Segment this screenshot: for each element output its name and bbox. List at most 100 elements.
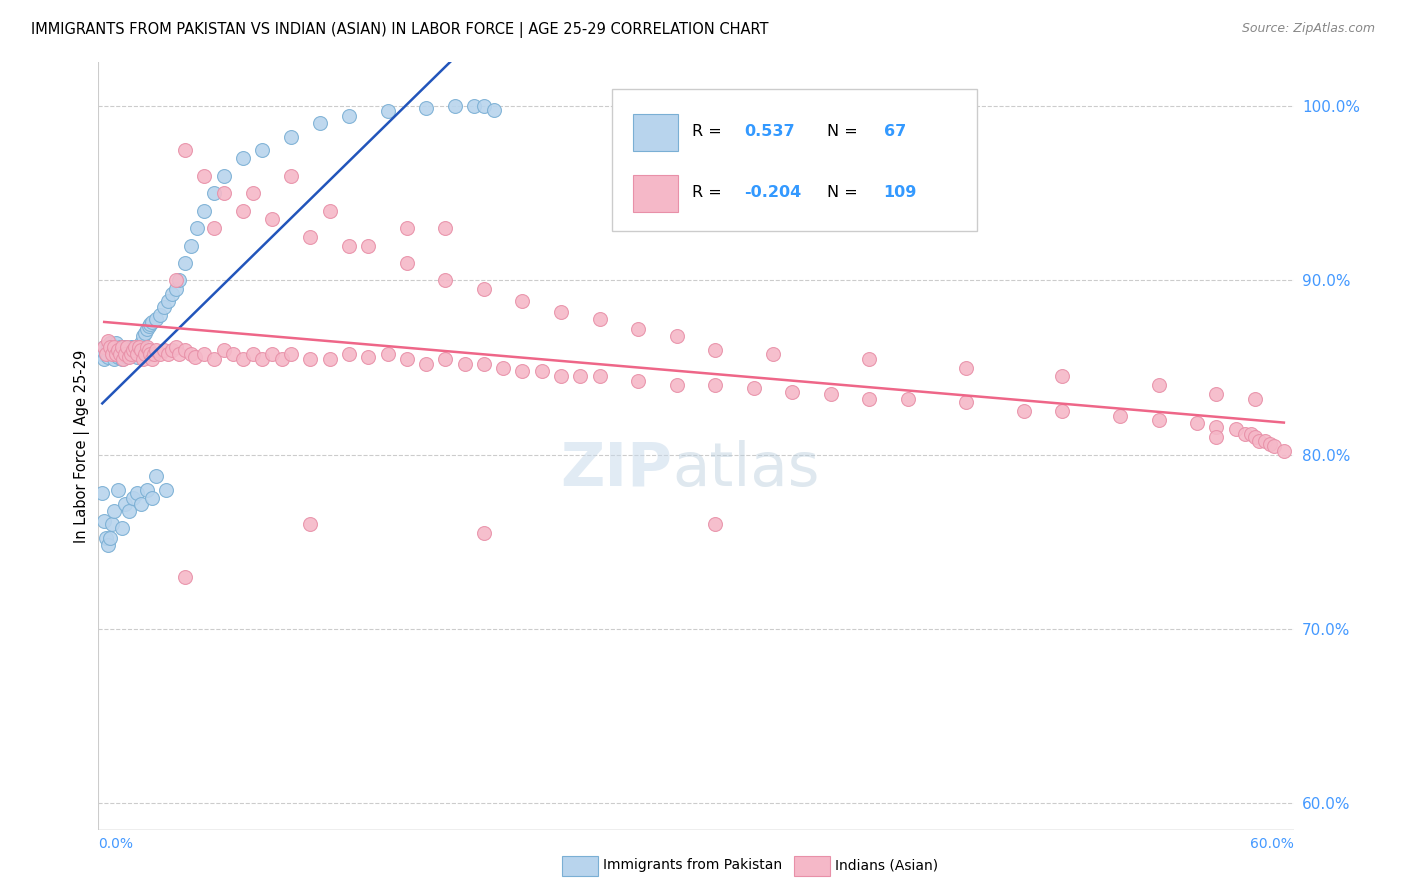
Point [112, 351, 135, 366]
FancyBboxPatch shape [633, 175, 678, 212]
Point [1225, 421, 1247, 435]
Point [156, 294, 179, 309]
Point [91, 486, 114, 500]
Point [97, 340, 120, 354]
Text: Source: ZipAtlas.com: Source: ZipAtlas.com [1241, 22, 1375, 36]
Point [93, 351, 115, 366]
Point [665, 329, 688, 343]
Text: N =: N = [827, 124, 858, 139]
Point [434, 221, 457, 235]
Point [955, 395, 977, 409]
Point [1012, 404, 1035, 418]
Point [169, 273, 191, 287]
Point [98, 343, 121, 357]
Point [665, 378, 688, 392]
Point [472, 99, 495, 113]
Point [212, 169, 235, 183]
Point [280, 130, 302, 145]
Point [627, 322, 650, 336]
Point [134, 346, 156, 360]
Point [186, 221, 208, 235]
Point [104, 336, 127, 351]
Point [122, 491, 145, 506]
Point [453, 357, 475, 371]
Point [742, 381, 765, 395]
Point [415, 101, 437, 115]
Text: IMMIGRANTS FROM PAKISTAN VS INDIAN (ASIAN) IN LABOR FORCE | AGE 25-29 CORRELATIO: IMMIGRANTS FROM PAKISTAN VS INDIAN (ASIA… [31, 22, 769, 38]
Point [108, 346, 131, 360]
Point [782, 384, 804, 399]
Text: -0.204: -0.204 [744, 186, 801, 201]
Point [132, 351, 155, 366]
Point [550, 304, 572, 318]
Point [569, 369, 592, 384]
FancyBboxPatch shape [613, 89, 977, 231]
Point [128, 340, 150, 354]
Point [1205, 419, 1227, 434]
Point [97, 538, 120, 552]
Point [337, 346, 360, 360]
Point [193, 169, 215, 183]
Point [299, 517, 322, 532]
Point [97, 334, 120, 349]
Point [512, 364, 534, 378]
Text: R =: R = [692, 186, 723, 201]
Point [112, 340, 135, 354]
Point [1050, 404, 1073, 418]
Point [118, 343, 141, 357]
Point [143, 346, 166, 360]
Text: 67: 67 [883, 124, 905, 139]
Point [124, 346, 146, 360]
Point [212, 186, 235, 201]
Text: 0.537: 0.537 [744, 124, 794, 139]
Point [1240, 426, 1263, 441]
Point [202, 221, 225, 235]
Point [110, 521, 132, 535]
Point [112, 343, 135, 357]
Point [270, 351, 292, 366]
Point [1050, 369, 1073, 384]
Point [252, 351, 274, 366]
Point [110, 351, 132, 366]
Point [128, 340, 150, 354]
Text: R =: R = [692, 124, 723, 139]
Point [114, 340, 136, 354]
Point [103, 346, 125, 360]
Point [357, 350, 380, 364]
Point [492, 360, 515, 375]
Point [212, 343, 235, 357]
Point [153, 300, 176, 314]
Point [1244, 392, 1267, 406]
Y-axis label: In Labor Force | Age 25-29: In Labor Force | Age 25-29 [75, 350, 90, 542]
Point [129, 343, 152, 357]
Point [93, 340, 115, 354]
Point [117, 346, 139, 360]
Point [1147, 378, 1170, 392]
Point [1185, 417, 1208, 431]
Point [202, 351, 225, 366]
Point [434, 351, 457, 366]
Point [165, 282, 187, 296]
Point [165, 273, 187, 287]
Point [155, 483, 177, 497]
Point [103, 503, 125, 517]
Point [104, 343, 127, 357]
Text: ZIP: ZIP [560, 440, 672, 499]
Point [118, 350, 141, 364]
Point [129, 336, 152, 351]
Point [377, 346, 399, 360]
Point [395, 221, 418, 235]
Point [134, 326, 156, 340]
Point [122, 343, 145, 357]
Point [337, 238, 360, 252]
Point [107, 346, 129, 360]
Point [101, 346, 124, 360]
Point [858, 351, 880, 366]
Point [122, 340, 145, 354]
Point [482, 103, 505, 117]
Point [169, 346, 191, 360]
Point [704, 517, 727, 532]
Point [415, 357, 437, 371]
Point [174, 256, 197, 270]
Point [174, 570, 197, 584]
